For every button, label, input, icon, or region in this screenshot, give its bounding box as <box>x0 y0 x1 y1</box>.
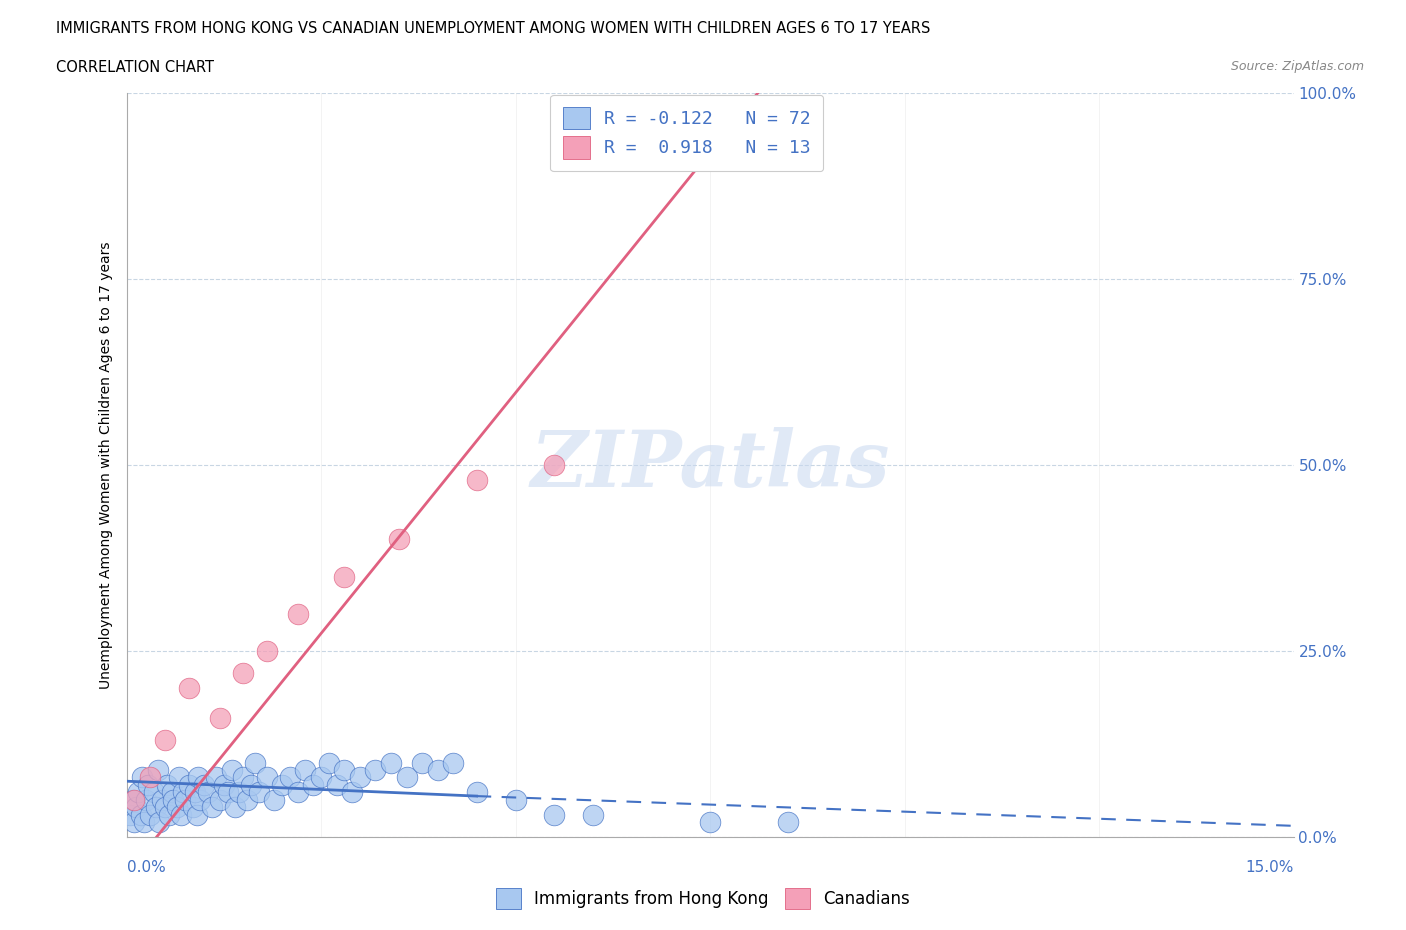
Point <box>124 815 146 830</box>
Y-axis label: Unemployment Among Women with Children Ages 6 to 17 years: Unemployment Among Women with Children A… <box>98 241 112 689</box>
Point <box>776 815 799 830</box>
Point <box>181 800 204 815</box>
Point <box>465 785 488 800</box>
Point <box>125 800 148 815</box>
Point <box>121 792 143 807</box>
Point <box>177 681 200 696</box>
Point <box>170 807 193 822</box>
Point <box>162 792 184 807</box>
Point <box>247 785 270 800</box>
Point <box>388 532 411 547</box>
Point <box>145 800 167 815</box>
Point <box>146 763 169 777</box>
Point <box>208 792 231 807</box>
Text: 0.0%: 0.0% <box>127 860 166 875</box>
Point <box>217 785 239 800</box>
Legend: Immigrants from Hong Kong, Canadians: Immigrants from Hong Kong, Canadians <box>488 880 918 917</box>
Point <box>142 785 165 800</box>
Point <box>120 807 142 822</box>
Point <box>187 770 209 785</box>
Point <box>228 785 250 800</box>
Point <box>139 807 162 822</box>
Point <box>132 815 155 830</box>
Point <box>287 785 309 800</box>
Point <box>172 785 194 800</box>
Point <box>127 785 149 800</box>
Point <box>135 792 157 807</box>
Point <box>411 755 433 770</box>
Point <box>543 458 565 472</box>
Point <box>160 785 183 800</box>
Text: IMMIGRANTS FROM HONG KONG VS CANADIAN UNEMPLOYMENT AMONG WOMEN WITH CHILDREN AGE: IMMIGRANTS FROM HONG KONG VS CANADIAN UN… <box>56 21 931 36</box>
Point <box>505 792 527 807</box>
Point <box>232 666 254 681</box>
Point <box>156 777 179 792</box>
Point <box>174 792 197 807</box>
Point <box>699 108 721 123</box>
Point <box>426 763 449 777</box>
Point <box>364 763 387 777</box>
Legend: R = -0.122   N = 72, R =  0.918   N = 13: R = -0.122 N = 72, R = 0.918 N = 13 <box>550 95 824 171</box>
Point <box>263 792 285 807</box>
Point <box>169 770 191 785</box>
Point <box>333 763 356 777</box>
Point <box>193 777 215 792</box>
Point <box>150 792 173 807</box>
Text: Source: ZipAtlas.com: Source: ZipAtlas.com <box>1230 60 1364 73</box>
Point <box>124 792 146 807</box>
Point <box>302 777 325 792</box>
Point <box>232 770 254 785</box>
Point <box>197 785 219 800</box>
Point <box>148 815 170 830</box>
Point <box>349 770 371 785</box>
Point <box>294 763 316 777</box>
Point <box>699 815 721 830</box>
Point <box>318 755 340 770</box>
Point <box>256 644 278 658</box>
Point <box>287 606 309 621</box>
Point <box>340 785 363 800</box>
Point <box>441 755 464 770</box>
Point <box>309 770 332 785</box>
Point <box>325 777 347 792</box>
Point <box>177 777 200 792</box>
Point <box>208 711 231 725</box>
Text: ZIPatlas: ZIPatlas <box>530 427 890 503</box>
Point <box>465 472 488 487</box>
Point <box>157 807 180 822</box>
Point <box>271 777 294 792</box>
Point <box>131 770 153 785</box>
Point <box>190 792 212 807</box>
Point <box>543 807 565 822</box>
Point <box>333 569 356 584</box>
Point <box>184 785 207 800</box>
Point <box>256 770 278 785</box>
Point <box>205 770 228 785</box>
Point <box>380 755 402 770</box>
Point <box>224 800 246 815</box>
Point <box>236 792 259 807</box>
Point <box>240 777 263 792</box>
Point <box>155 800 177 815</box>
Point <box>186 807 208 822</box>
Point <box>278 770 301 785</box>
Point <box>155 733 177 748</box>
Point <box>395 770 418 785</box>
Point <box>243 755 266 770</box>
Point <box>201 800 224 815</box>
Point <box>129 807 152 822</box>
Point <box>139 770 162 785</box>
Point <box>212 777 235 792</box>
Point <box>166 800 188 815</box>
Point <box>582 807 605 822</box>
Point <box>221 763 243 777</box>
Text: 15.0%: 15.0% <box>1246 860 1294 875</box>
Point <box>136 777 159 792</box>
Text: CORRELATION CHART: CORRELATION CHART <box>56 60 214 75</box>
